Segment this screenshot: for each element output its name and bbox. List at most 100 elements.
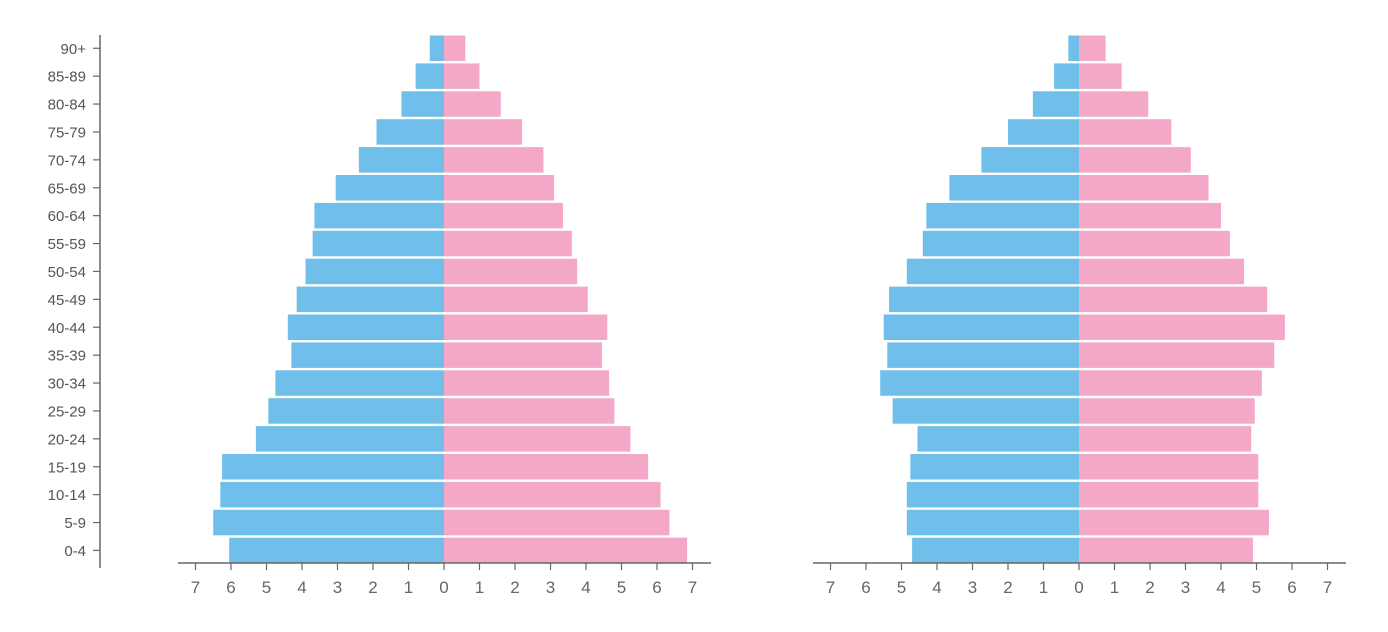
- left-bar-40-44: [287, 314, 444, 340]
- left-bar-55-59: [922, 230, 1079, 257]
- left-bar-15-19: [222, 454, 444, 480]
- x-tick-label: 3: [546, 578, 555, 597]
- right-bar-75-79: [444, 119, 523, 145]
- right-bar-60-64: [444, 202, 563, 229]
- x-tick-label: 1: [475, 578, 484, 597]
- x-tick-label: 1: [1039, 578, 1048, 597]
- x-tick-label: 4: [581, 578, 590, 597]
- left-bar-0-4: [912, 537, 1079, 564]
- right-bar-30-34: [444, 370, 610, 396]
- age-group-label: 75-79: [48, 124, 86, 141]
- left-bar-45-49: [889, 286, 1079, 313]
- age-group-label: 45-49: [48, 292, 86, 309]
- left-bar-75-79: [1008, 119, 1079, 145]
- left-bar-15-19: [910, 454, 1079, 480]
- left-bar-80-84: [1032, 91, 1079, 117]
- x-tick-label: 6: [226, 578, 235, 597]
- right-bar-10-14: [1079, 481, 1259, 508]
- age-group-label: 30-34: [48, 376, 86, 393]
- x-tick-label: 5: [897, 578, 906, 597]
- age-group-label: 35-39: [48, 348, 86, 365]
- right-bar-45-49: [444, 286, 588, 313]
- right-bar-0-4: [444, 537, 688, 564]
- age-group-label: 80-84: [48, 97, 86, 114]
- age-group-label: 10-14: [48, 487, 86, 504]
- x-tick-label: 4: [297, 578, 306, 597]
- left-bar-20-24: [255, 426, 444, 452]
- age-group-label: 15-19: [48, 459, 86, 476]
- left-bar-70-74: [981, 147, 1079, 173]
- left-bar-10-14: [220, 481, 444, 508]
- left-bar-35-39: [291, 342, 444, 368]
- age-group-label: 25-29: [48, 403, 86, 420]
- x-tick-label: 3: [968, 578, 977, 597]
- right-bar-85-89: [1079, 63, 1122, 89]
- x-tick-label: 2: [368, 578, 377, 597]
- left-bar-45-49: [296, 286, 444, 313]
- left-bar-70-74: [358, 147, 444, 173]
- x-tick-label: 2: [1145, 578, 1154, 597]
- right-pyramid: 7 6 5 4 3 2 1 0 1 2 3 4 5 6 7: [813, 35, 1346, 597]
- x-tick-label: 2: [1003, 578, 1012, 597]
- right-bar-65-69: [444, 175, 555, 201]
- right-bar-25-29: [1079, 398, 1255, 424]
- right-bar-5-9: [444, 509, 670, 536]
- left-bar-5-9: [906, 509, 1079, 536]
- left-bar-50-54: [305, 258, 444, 285]
- x-tick-label: 3: [1181, 578, 1190, 597]
- right-bar-40-44: [1079, 314, 1285, 340]
- left-bar-0-4: [229, 537, 444, 564]
- right-bar-70-74: [1079, 147, 1191, 173]
- left-bar-30-34: [880, 370, 1079, 396]
- right-bar-85-89: [444, 63, 480, 89]
- right-bar-75-79: [1079, 119, 1172, 145]
- left-bar-90+: [429, 35, 444, 61]
- left-bar-65-69: [949, 175, 1079, 201]
- x-tick-label: 2: [510, 578, 519, 597]
- x-tick-label: 0: [439, 578, 448, 597]
- x-tick-label: 7: [191, 578, 200, 597]
- x-tick-label: 1: [1110, 578, 1119, 597]
- left-bar-55-59: [312, 230, 444, 257]
- right-bar-80-84: [1079, 91, 1149, 117]
- right-bar-35-39: [1079, 342, 1275, 368]
- left-bar-20-24: [917, 426, 1079, 452]
- right-bar-0-4: [1079, 537, 1253, 564]
- x-tick-label: 7: [688, 578, 697, 597]
- right-bar-90+: [1079, 35, 1106, 61]
- right-bar-50-54: [444, 258, 578, 285]
- age-group-label: 85-89: [48, 69, 86, 86]
- left-bar-80-84: [401, 91, 444, 117]
- age-group-label: 90+: [61, 41, 87, 58]
- left-bar-85-89: [415, 63, 444, 89]
- right-bar-90+: [444, 35, 466, 61]
- left-bar-35-39: [887, 342, 1079, 368]
- right-bar-30-34: [1079, 370, 1262, 396]
- age-group-label: 55-59: [48, 236, 86, 253]
- left-bar-90+: [1068, 35, 1079, 61]
- x-tick-label: 0: [1074, 578, 1083, 597]
- x-tick-label: 7: [826, 578, 835, 597]
- right-bar-45-49: [1079, 286, 1268, 313]
- x-tick-label: 4: [932, 578, 941, 597]
- age-group-label: 20-24: [48, 431, 86, 448]
- right-bar-70-74: [444, 147, 544, 173]
- x-tick-label: 3: [333, 578, 342, 597]
- right-bar-40-44: [444, 314, 608, 340]
- x-tick-label: 5: [617, 578, 626, 597]
- right-bar-35-39: [444, 342, 602, 368]
- age-group-label: 70-74: [48, 152, 86, 169]
- age-group-label: 60-64: [48, 208, 86, 225]
- left-pyramid: 7 6 5 4 3 2 1 0 1 2 3 4 5 6 7: [178, 35, 711, 597]
- x-tick-label: 1: [404, 578, 413, 597]
- right-bar-80-84: [444, 91, 501, 117]
- left-bar-25-29: [892, 398, 1079, 424]
- right-bar-15-19: [1079, 454, 1259, 480]
- left-bar-10-14: [906, 481, 1079, 508]
- x-tick-label: 6: [652, 578, 661, 597]
- left-bar-65-69: [335, 175, 444, 201]
- x-tick-label: 4: [1216, 578, 1225, 597]
- right-bar-5-9: [1079, 509, 1269, 536]
- age-group-label: 50-54: [48, 264, 86, 281]
